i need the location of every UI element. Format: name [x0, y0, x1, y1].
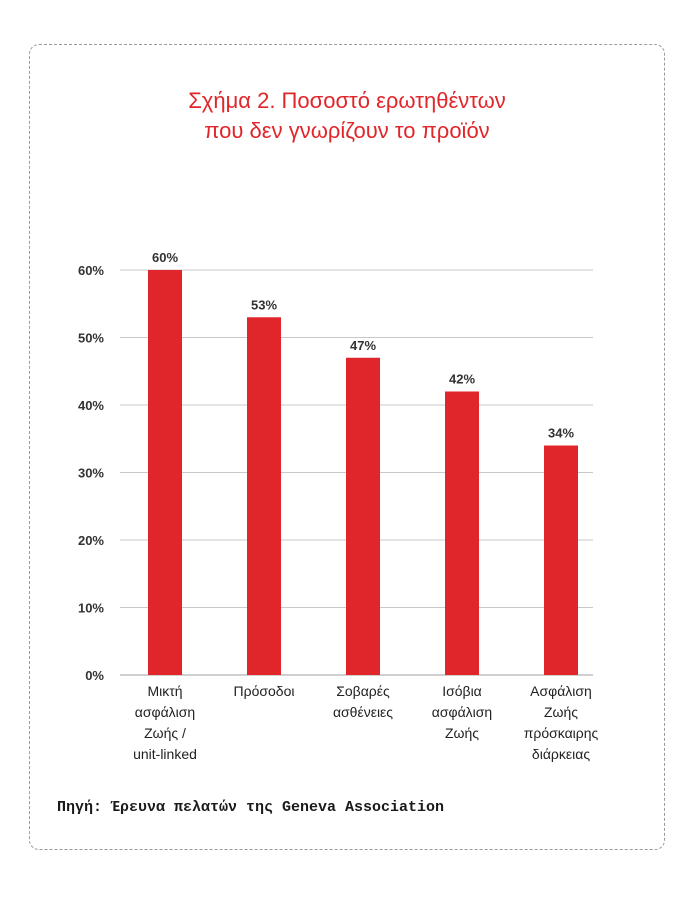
category-label-line: Ζωής	[445, 725, 479, 741]
category-label: Μικτή ασφάλιση Ζωής / unit-linked	[133, 683, 197, 762]
category-label-line: Ζωής /	[144, 725, 186, 741]
category-label: Σοβαρές ασθένειες	[333, 683, 393, 720]
category-label-line: ασθένειες	[333, 704, 393, 720]
bar	[445, 391, 479, 675]
chart-frame	[29, 44, 665, 850]
y-tick-label: 40%	[78, 398, 104, 413]
data-label: 47%	[350, 338, 376, 353]
source-note: Πηγή: Έρευνα πελατών της Geneva Associat…	[57, 799, 445, 816]
y-tick-label: 10%	[78, 601, 104, 616]
y-tick-label: 60%	[78, 263, 104, 278]
category-label-line: διάρκειας	[532, 746, 590, 762]
bar	[346, 357, 380, 675]
y-tick-label: 0%	[85, 668, 104, 683]
category-label-line: Μικτή	[147, 683, 182, 699]
y-tick-label: 30%	[78, 466, 104, 481]
category-label-line: Σοβαρές	[336, 683, 390, 699]
category-label-line: Ασφάλιση	[530, 683, 592, 699]
chart-title-line-2: που δεν γνωρίζουν το προϊόν	[204, 118, 490, 143]
bar	[247, 317, 281, 675]
category-label: Πρόσοδοι	[234, 683, 295, 699]
data-label: 42%	[449, 372, 475, 387]
category-label-line: Ισόβια	[442, 683, 482, 699]
data-label: 60%	[152, 250, 178, 265]
chart-title-line-1: Σχήμα 2. Ποσοστό ερωτηθέντων	[188, 88, 506, 113]
category-label-line: Ζωής	[544, 704, 578, 720]
bar	[544, 445, 578, 675]
y-tick-label: 20%	[78, 533, 104, 548]
category-label: Ισόβια ασφάλιση Ζωής	[432, 683, 492, 741]
category-label-line: unit-linked	[133, 746, 197, 762]
category-label-line: Πρόσοδοι	[234, 683, 295, 699]
category-label-line: ασφάλιση	[432, 704, 492, 720]
y-tick-label: 50%	[78, 331, 104, 346]
data-label: 53%	[251, 297, 277, 312]
category-label-line: ασφάλιση	[135, 704, 195, 720]
data-label: 34%	[548, 426, 574, 441]
bar	[148, 270, 182, 675]
category-label-line: πρόσκαιρης	[524, 725, 599, 741]
category-label: Ασφάλιση Ζωής πρόσκαιρης διάρκειας	[524, 683, 599, 762]
